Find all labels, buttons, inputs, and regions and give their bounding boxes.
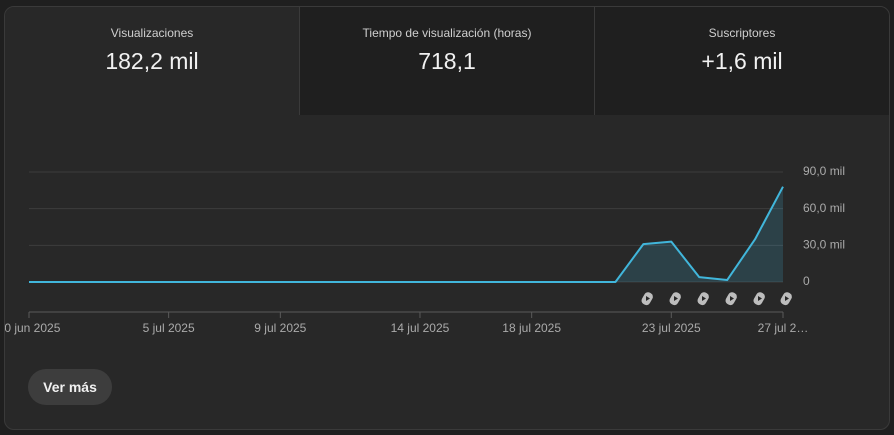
y-tick-label: 30,0 mil (803, 238, 845, 252)
tab[interactable]: Suscriptores +1,6 mil (594, 7, 889, 115)
line (29, 186, 784, 283)
card: 0 30,0 mil 60,0 mil 90,0 mil 30 jun 2025 5 ju… (4, 6, 890, 430)
shorts-icons (641, 292, 792, 306)
x-tick-label: 27 jul 2… (758, 321, 809, 335)
tab-label: Visualizaciones (110, 26, 194, 40)
x-tick-label: 5 jul 2025 (143, 321, 195, 335)
y-tick-label: 0 (803, 274, 810, 288)
tab-value: 718,1 (418, 48, 476, 74)
y-tick-label: 60,0 mil (803, 201, 845, 215)
tab[interactable]: Tiempo de visualización (horas) 718,1 (299, 7, 594, 115)
chart: 0 30,0 mil 60,0 mil 90,0 mil 30 jun 2025 5 ju… (5, 164, 845, 335)
x-tick-label: 14 jul 2025 (391, 321, 450, 335)
tab-value: +1,6 mil (701, 48, 783, 74)
tab-value: 182,2 mil (105, 48, 199, 74)
y-tick-label: 90,0 mil (803, 164, 845, 178)
tab[interactable]: Visualizaciones 182,2 mil (5, 7, 299, 115)
area (29, 186, 783, 282)
x-tick-label: 9 jul 2025 (254, 321, 306, 335)
x-tick-label: 18 jul 2025 (502, 321, 561, 335)
tab-label: Suscriptores (708, 26, 776, 40)
tab-label: Tiempo de visualización (horas) (362, 26, 532, 40)
see-more-button[interactable]: Ver más (28, 369, 112, 405)
x-tick-label: 30 jun 2025 (5, 321, 61, 335)
x-tick-label: 23 jul 2025 (642, 321, 701, 335)
